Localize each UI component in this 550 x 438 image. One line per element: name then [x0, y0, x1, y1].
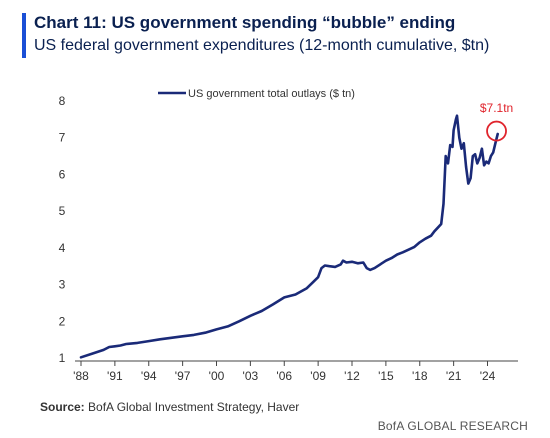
brand-footer: BofA GLOBAL RESEARCH	[377, 419, 528, 433]
x-tick-label: '18	[412, 369, 428, 383]
source-text: BofA Global Investment Strategy, Haver	[88, 400, 300, 414]
x-tick-label: '12	[344, 369, 360, 383]
y-tick-label: 2	[59, 314, 66, 328]
x-tick-label: '91	[107, 369, 123, 383]
y-tick-label: 4	[59, 241, 66, 255]
source-label: Source:	[40, 400, 85, 414]
x-tick-label: '09	[310, 369, 326, 383]
x-tick-label: '97	[175, 369, 191, 383]
x-tick-label: '88	[73, 369, 89, 383]
annotation: $7.1tn	[480, 101, 513, 142]
chart-title: Chart 11: US government spending “bubble…	[34, 13, 456, 32]
y-tick-label: 3	[59, 278, 66, 292]
y-tick-label: 6	[59, 167, 66, 181]
annotation-label: $7.1tn	[480, 101, 513, 115]
y-axis: 1 2 3 4 5 6 7 8	[59, 94, 66, 365]
series-line-outlays	[79, 114, 499, 359]
y-tick-label: 7	[59, 131, 66, 145]
x-tick-label: '15	[378, 369, 394, 383]
chart-subtitle: US federal government expenditures (12-m…	[34, 37, 490, 54]
x-axis: '88 '91 '94 '97 '00 '03 '06 '09 '12 '15 '18 '21 '24	[73, 360, 518, 383]
x-tick-label: '21	[446, 369, 462, 383]
highlight-circle	[486, 120, 507, 142]
x-tick-label: '24	[480, 369, 496, 383]
legend-label: US government total outlays ($ tn)	[188, 88, 355, 100]
x-tick-label: '00	[209, 369, 225, 383]
x-tick-label: '94	[141, 369, 157, 383]
legend: US government total outlays ($ tn)	[158, 88, 355, 100]
source-note: Source: BofA Global Investment Strategy,…	[40, 400, 299, 414]
title-accent-bar	[22, 13, 26, 58]
x-tick-label: '03	[243, 369, 259, 383]
x-tick-label: '06	[276, 369, 292, 383]
y-tick-label: 5	[59, 204, 66, 218]
y-tick-label: 1	[59, 351, 66, 365]
y-tick-label: 8	[59, 94, 66, 108]
